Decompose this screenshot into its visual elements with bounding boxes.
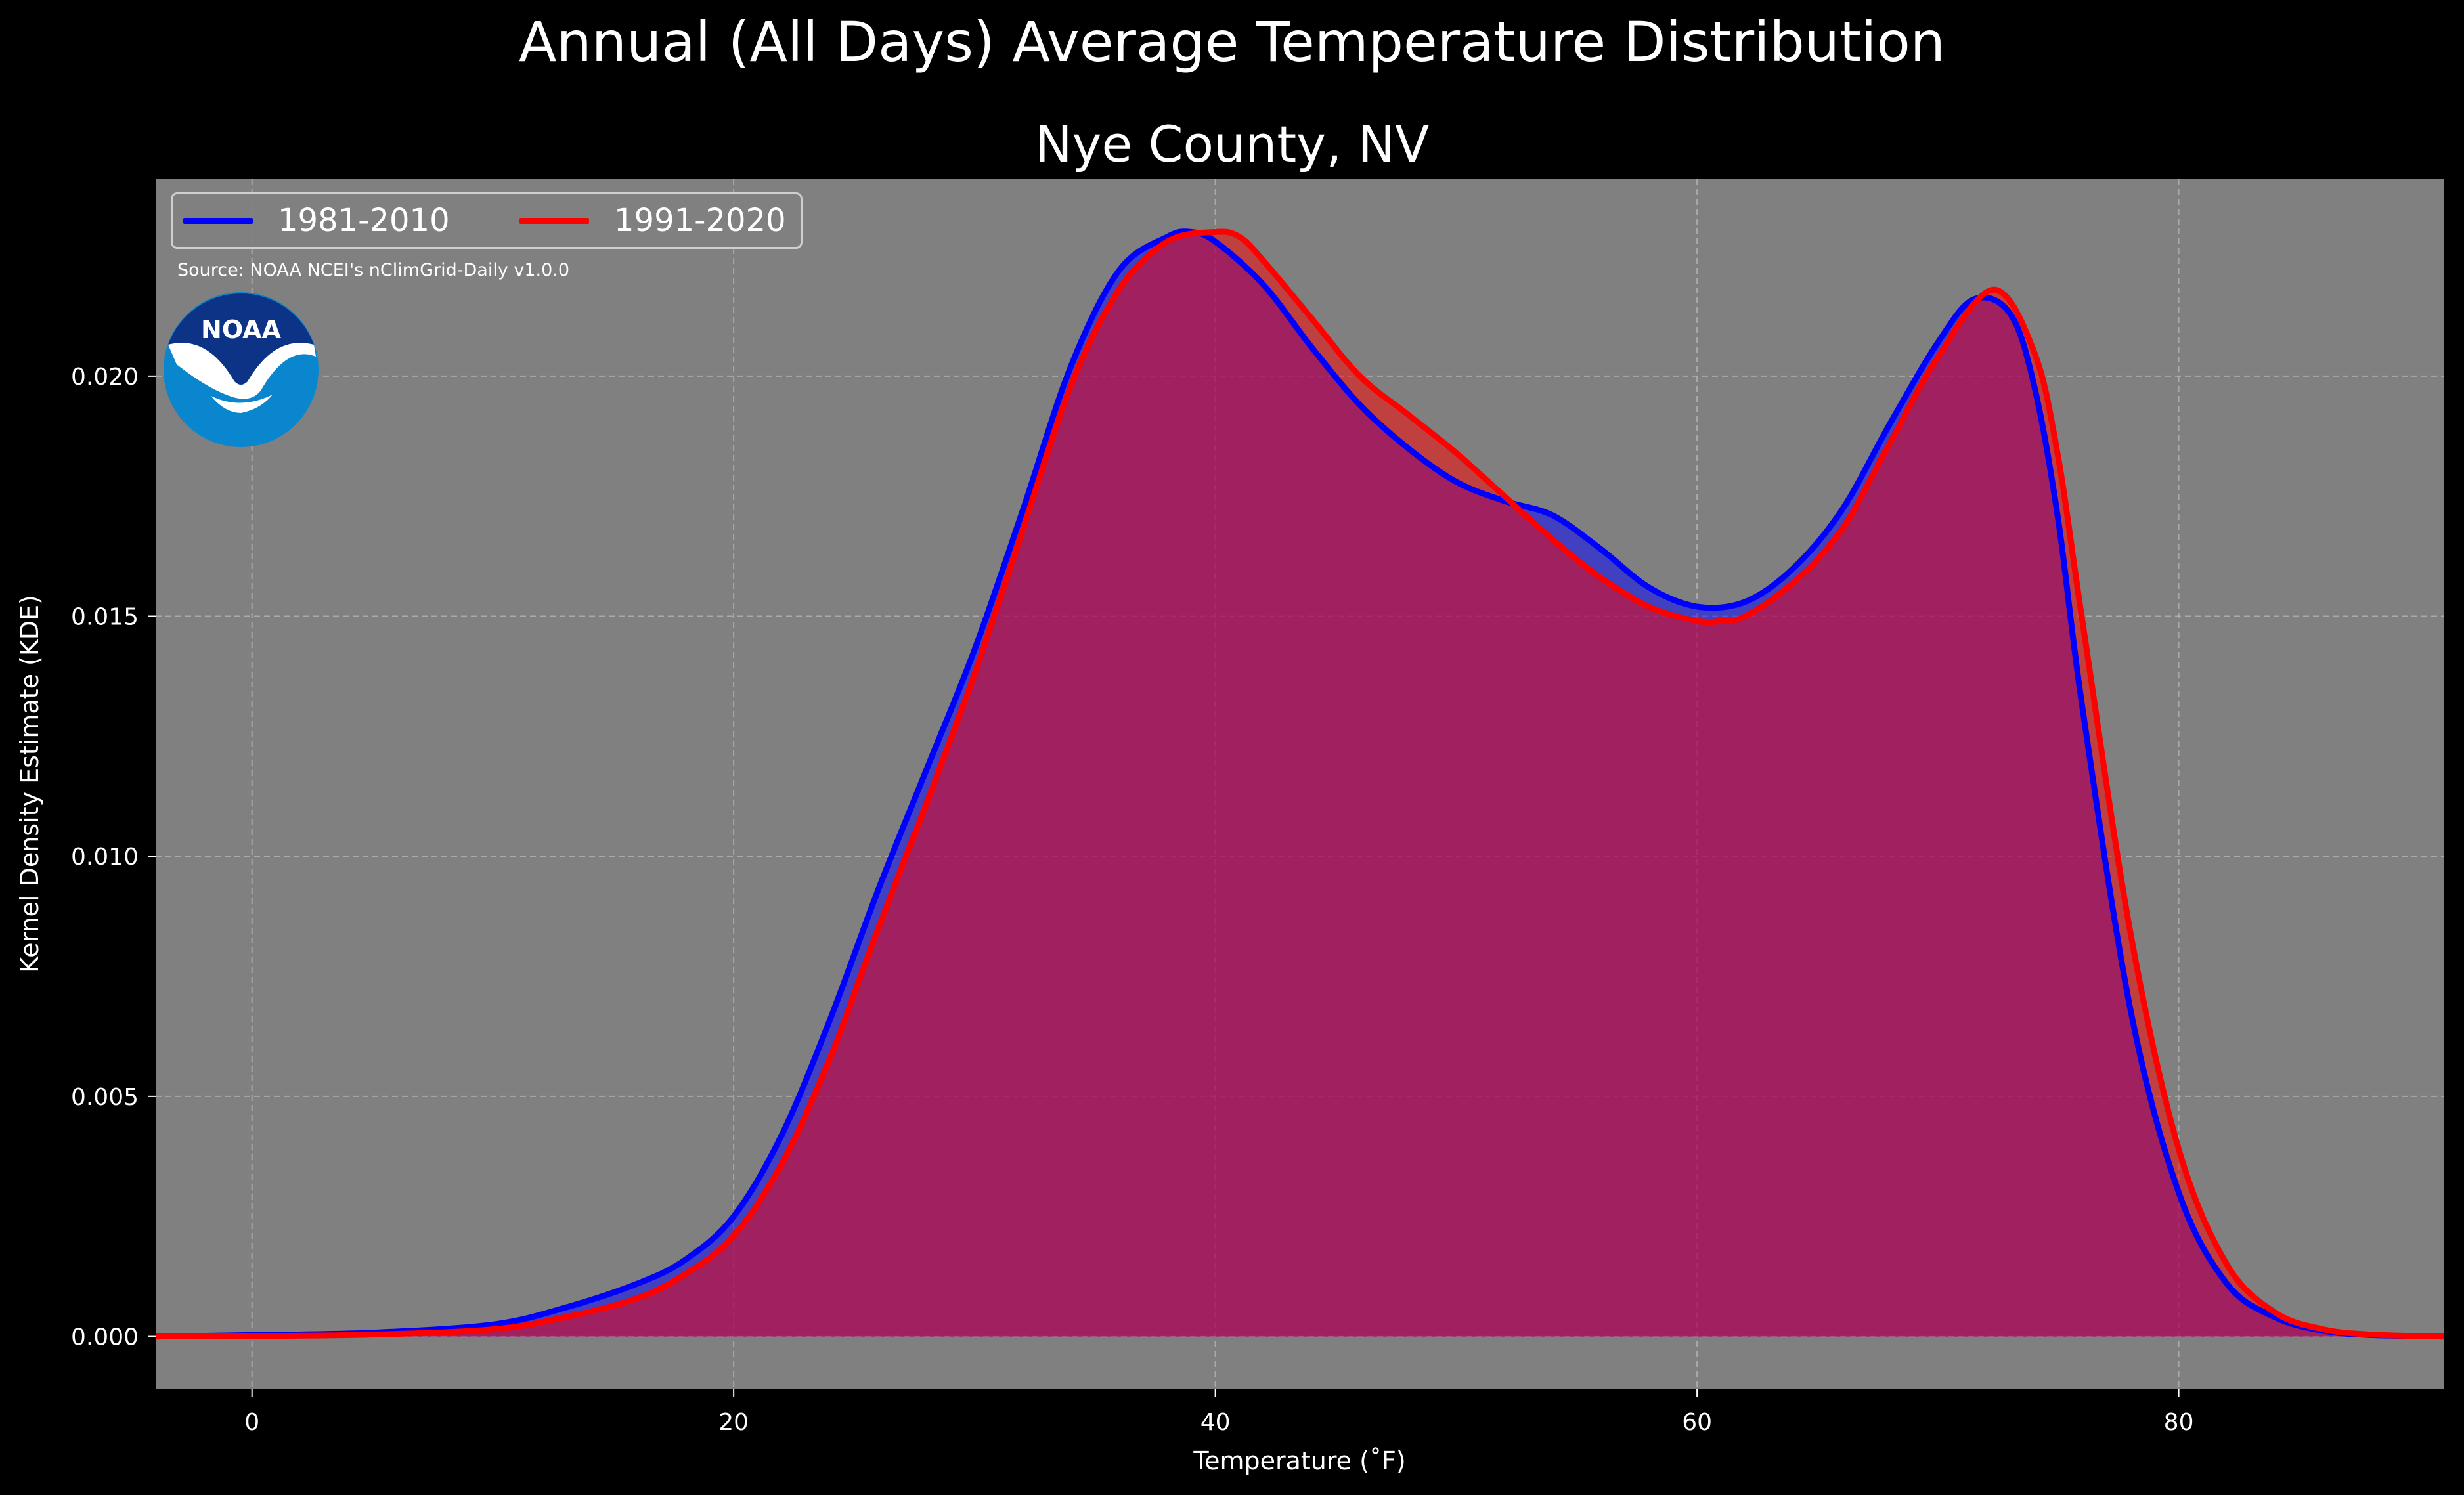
y-tick-label: 0.020: [71, 364, 139, 391]
x-tick-label: 60: [1682, 1409, 1712, 1436]
line-1981-2010: [155, 228, 2444, 1340]
y-tick-label: 0.015: [71, 604, 139, 631]
chart-suptitle: Annual (All Days) Average Temperature Di…: [519, 10, 1945, 74]
y-tick-label: 0.005: [71, 1084, 139, 1111]
legend-swatch-1991-2020: [519, 217, 589, 224]
noaa-logo: NOAA: [164, 292, 319, 447]
x-axis-label: Temperature (˚F): [1193, 1446, 1405, 1475]
x-tick-label: 0: [244, 1409, 259, 1436]
chart-title: Nye County, NV: [1034, 115, 1430, 173]
area-1991-2020: [156, 231, 2444, 1337]
y-tick-label: 0.000: [71, 1324, 139, 1351]
legend-entry-1991-2020: 1991-2020: [519, 194, 786, 247]
source-note: Source: NOAA NCEI's nClimGrid-Daily v1.0…: [177, 260, 570, 280]
line-1991-2020: [155, 228, 2444, 1340]
y-axis-label: Kernel Density Estimate (KDE): [15, 595, 44, 973]
x-tick-label: 40: [1200, 1409, 1231, 1436]
chart-legend: 1981-2010 1991-2020: [171, 192, 803, 249]
legend-entry-1981-2010: 1981-2010: [183, 194, 450, 247]
x-tick-label: 20: [718, 1409, 749, 1436]
noaa-logo-text: NOAA: [201, 315, 281, 344]
x-tick-label: 80: [2164, 1409, 2194, 1436]
density-areas: [156, 231, 2444, 1337]
legend-label: 1981-2010: [278, 202, 450, 239]
y-tick-label: 0.010: [71, 844, 139, 871]
axis-ticks: 0 20 40 60 80 0.000 0.005 0.010 0.015 0.020: [71, 364, 2194, 1436]
legend-label: 1991-2020: [614, 202, 786, 239]
density-lines: [155, 228, 2444, 1340]
legend-swatch-1981-2010: [183, 217, 253, 224]
